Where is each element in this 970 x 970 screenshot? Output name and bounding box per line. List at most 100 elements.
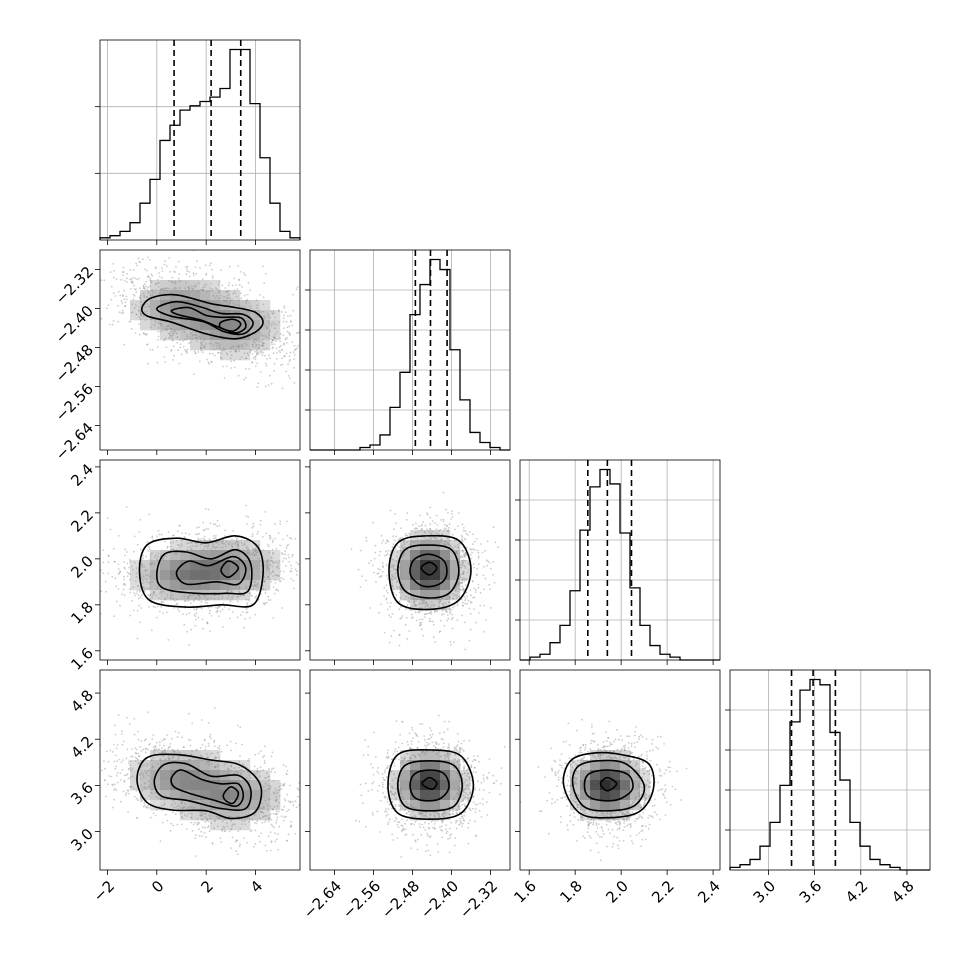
sample-point	[442, 613, 445, 615]
sample-point	[418, 823, 421, 825]
sample-point	[238, 283, 241, 286]
sample-point	[433, 811, 435, 814]
sample-point	[426, 832, 429, 835]
sample-point	[164, 337, 167, 339]
density-cell	[420, 590, 431, 601]
sample-point	[153, 563, 156, 565]
sample-point	[130, 327, 133, 330]
sample-point	[206, 756, 208, 759]
sample-point	[245, 598, 248, 601]
sample-point	[133, 294, 136, 297]
sample-point	[473, 549, 476, 552]
sample-point	[459, 563, 462, 566]
sample-point	[399, 606, 402, 608]
sample-point	[577, 795, 580, 797]
contour-level-2	[170, 306, 247, 334]
sample-point	[434, 537, 437, 540]
sample-point	[237, 345, 240, 347]
sample-point	[269, 786, 272, 789]
sample-point	[460, 742, 463, 745]
sample-point	[587, 750, 589, 753]
sample-point	[218, 615, 220, 617]
sample-point	[279, 340, 282, 343]
sample-point	[209, 522, 212, 525]
sample-point	[458, 561, 461, 563]
sample-point	[160, 590, 163, 593]
sample-point	[397, 804, 400, 806]
sample-point	[275, 588, 277, 591]
sample-point	[128, 320, 131, 323]
density-cell	[240, 340, 251, 351]
sample-point	[469, 792, 472, 794]
sample-point	[475, 621, 477, 624]
sample-point	[167, 332, 170, 335]
sample-point	[402, 798, 405, 801]
density-cell	[580, 760, 591, 771]
panel-frame	[309, 669, 511, 871]
sample-point	[580, 767, 583, 770]
sample-point	[148, 587, 151, 590]
sample-point	[412, 737, 414, 740]
sample-point	[292, 351, 295, 353]
sample-point	[193, 285, 195, 288]
density-cell	[260, 320, 271, 331]
sample-point	[546, 799, 548, 802]
density-cell	[270, 570, 281, 581]
sample-point	[135, 789, 138, 792]
sample-point	[162, 601, 165, 603]
sample-point	[179, 755, 181, 758]
sample-point	[539, 810, 541, 813]
sample-point	[122, 759, 124, 761]
sample-point	[170, 330, 172, 333]
sample-point	[645, 737, 648, 740]
sample-point	[425, 539, 428, 541]
sample-point	[461, 559, 464, 562]
sample-point	[639, 780, 642, 783]
sample-point	[204, 813, 207, 815]
sample-point	[427, 743, 429, 746]
sample-point	[435, 742, 438, 744]
sample-point	[84, 716, 86, 718]
sample-point	[135, 291, 138, 293]
density-cell	[450, 780, 461, 791]
sample-point	[201, 278, 204, 281]
sample-point	[463, 803, 466, 806]
sample-point	[407, 810, 410, 813]
sample-point	[129, 320, 132, 323]
sample-point	[446, 753, 449, 756]
sample-point	[616, 748, 619, 751]
sample-point	[623, 757, 626, 760]
sample-point	[247, 549, 250, 551]
sample-point	[472, 533, 474, 536]
density-cell	[210, 770, 221, 781]
sample-point	[177, 608, 179, 610]
sample-point	[489, 567, 492, 570]
sample-point	[462, 562, 465, 564]
sample-point	[475, 834, 478, 837]
sample-point	[117, 714, 120, 717]
sample-point	[201, 812, 204, 815]
sample-point	[147, 774, 150, 777]
density-cell	[170, 550, 181, 561]
sample-point	[416, 538, 419, 541]
sample-point	[214, 354, 216, 357]
sample-point	[281, 808, 283, 811]
sample-point	[564, 762, 566, 765]
sample-point	[634, 746, 636, 748]
sample-point	[463, 765, 466, 768]
sample-point	[438, 815, 440, 817]
density-cell	[200, 750, 211, 761]
sample-point	[462, 789, 465, 792]
sample-point	[266, 559, 269, 562]
sample-point	[287, 375, 290, 377]
sample-point	[454, 758, 457, 761]
sample-point	[216, 746, 219, 749]
pair-panel-2-1	[305, 459, 511, 665]
sample-point	[400, 756, 403, 759]
pair-contents	[84, 707, 300, 857]
sample-point	[130, 281, 133, 283]
sample-point	[196, 290, 199, 293]
sample-point	[287, 315, 289, 318]
sample-point	[411, 815, 414, 818]
sample-point	[602, 812, 605, 815]
